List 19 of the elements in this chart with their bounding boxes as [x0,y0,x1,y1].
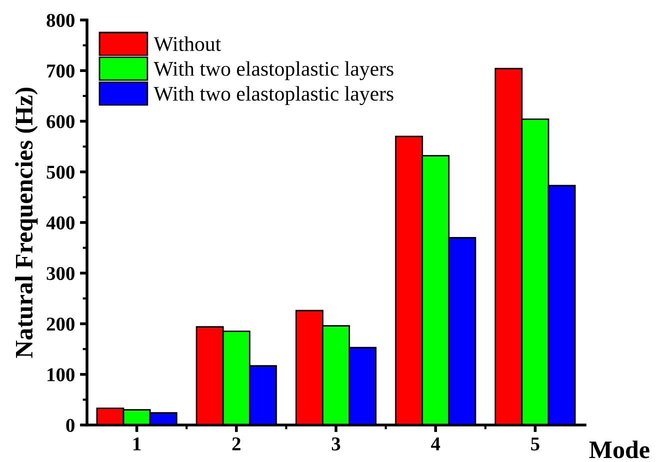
x-tick-label: 3 [332,437,340,450]
legend-label: Without [154,36,221,52]
y-tick-label: 600 [46,115,74,128]
y-tick-label: 500 [46,166,74,179]
x-axis-title: Mode [589,440,650,458]
y-tick-label: 300 [46,266,74,280]
x-tick-label: 4 [431,438,440,450]
y-tick-label: 0 [66,418,74,432]
x-tick-label: 1 [133,437,141,450]
y-tick-label: 400 [46,216,74,230]
x-tick-label: 5 [531,438,540,450]
legend-label: With two elastoplastic layers [154,61,394,80]
y-tick-label: 800 [46,14,74,27]
y-tick-label: 200 [46,318,74,331]
y-tick-label: 700 [47,64,74,78]
x-tick-label: 2 [232,437,240,450]
y-axis-title: Natural Frequencies (Hz) [15,88,38,358]
y-tick-label: 100 [48,368,74,382]
legend-label: With two elastoplastic layers [154,86,394,106]
